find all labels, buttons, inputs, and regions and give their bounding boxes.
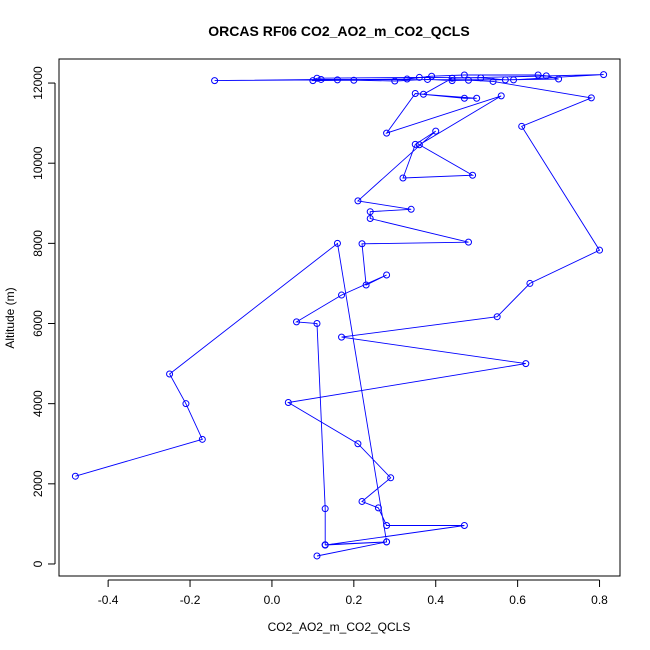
data-point	[542, 72, 550, 80]
data-point	[518, 122, 526, 130]
data-point	[522, 360, 530, 368]
data-point	[387, 474, 395, 482]
y-tick-label: 12000	[31, 66, 45, 100]
data-point	[198, 435, 206, 443]
data-point	[460, 71, 468, 79]
data-point	[596, 246, 604, 254]
data-point	[497, 92, 505, 100]
data-point	[419, 90, 427, 98]
data-point	[403, 75, 411, 83]
data-point	[338, 291, 346, 299]
data-point	[366, 208, 374, 216]
data-point	[526, 279, 534, 287]
data-point	[358, 497, 366, 505]
data-point	[71, 472, 79, 480]
data-point	[477, 74, 485, 82]
x-axis: -0.4 -0.2 0.0 0.2 0.4 0.6 0.8	[98, 579, 608, 607]
x-tick-label: -0.2	[180, 593, 201, 607]
data-point	[362, 281, 370, 289]
data-point	[358, 240, 366, 248]
data-point	[321, 541, 329, 549]
data-point	[493, 313, 501, 321]
data-point	[374, 504, 382, 512]
series-line	[75, 74, 604, 557]
plot-frame	[58, 58, 621, 577]
data-point	[399, 174, 407, 182]
y-tick-label: 4000	[31, 390, 45, 417]
data-point	[366, 215, 374, 223]
data-point	[473, 94, 481, 102]
data-point	[293, 318, 301, 326]
data-point	[501, 76, 509, 84]
data-point	[338, 333, 346, 341]
data-point	[317, 75, 325, 83]
data-point	[460, 522, 468, 530]
data-point	[284, 398, 292, 406]
data-point	[350, 76, 358, 84]
data-point	[600, 71, 608, 79]
data-point	[166, 370, 174, 378]
y-axis-label: Altitude (m)	[3, 287, 17, 348]
data-point	[383, 538, 391, 546]
data-point	[333, 239, 341, 247]
data-point	[587, 94, 595, 102]
data-point	[460, 94, 468, 102]
series-layer	[71, 71, 608, 560]
x-axis-label: CO2_AO2_m_CO2_QCLS	[268, 620, 411, 634]
y-tick-label: 2000	[31, 470, 45, 497]
data-point	[448, 74, 456, 82]
data-point	[333, 76, 341, 84]
data-point	[448, 77, 456, 85]
x-tick-label: 0.2	[345, 593, 362, 607]
chart-title: ORCAS RF06 CO2_AO2_m_CO2_QCLS	[208, 23, 469, 39]
data-point	[489, 77, 497, 85]
data-point	[510, 76, 518, 84]
data-point	[313, 552, 321, 560]
y-tick-label: 8000	[31, 230, 45, 257]
y-tick-label: 10000	[31, 146, 45, 180]
data-point	[407, 205, 415, 213]
data-point	[313, 74, 321, 82]
data-point	[469, 171, 477, 179]
data-point	[411, 140, 419, 148]
data-point	[182, 400, 190, 408]
y-tick-label: 6000	[31, 310, 45, 337]
data-point	[391, 77, 399, 85]
data-point	[383, 129, 391, 137]
y-axis: 0 2000 4000 6000 8000 10000 12000	[31, 66, 56, 567]
x-tick-label: 0.0	[264, 593, 281, 607]
x-tick-label: 0.4	[427, 593, 444, 607]
data-point	[428, 72, 436, 80]
data-point	[415, 73, 423, 81]
x-tick-label: 0.6	[509, 593, 526, 607]
x-tick-label: 0.8	[591, 593, 608, 607]
data-point	[464, 76, 472, 84]
x-tick-label: -0.4	[98, 593, 119, 607]
y-tick-label: 0	[31, 560, 45, 567]
data-point	[354, 197, 362, 205]
data-point	[321, 505, 329, 513]
data-point	[415, 141, 423, 149]
data-point	[313, 320, 321, 328]
data-point	[432, 127, 440, 135]
data-point	[354, 440, 362, 448]
data-point	[411, 89, 419, 97]
data-point	[211, 77, 219, 85]
data-point	[555, 75, 563, 83]
data-point	[534, 71, 542, 79]
data-point	[383, 271, 391, 279]
data-point	[464, 238, 472, 246]
data-point	[383, 522, 391, 530]
